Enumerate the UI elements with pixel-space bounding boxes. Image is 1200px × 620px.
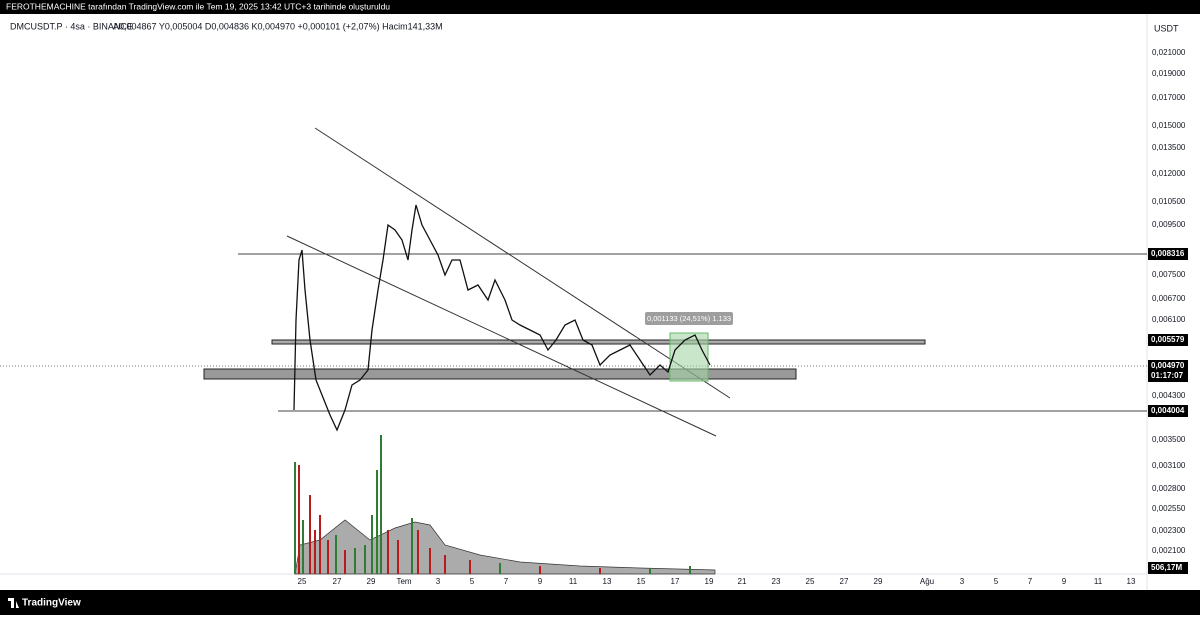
time-label: 7 <box>1028 577 1033 586</box>
volume-ma <box>294 519 716 575</box>
bottom-bar <box>0 590 1200 615</box>
price-tag: 506,17M <box>1151 563 1182 572</box>
time-label: 27 <box>333 577 342 586</box>
price-label: 0,002550 <box>1152 504 1186 513</box>
price-label: 0,019000 <box>1152 69 1186 78</box>
zone <box>271 339 926 345</box>
time-label: 13 <box>1127 577 1136 586</box>
time-label: 17 <box>671 577 680 586</box>
price-tag: 0,005579 <box>1151 335 1185 344</box>
measure-box <box>669 332 709 382</box>
footer-brand: TradingView <box>22 598 81 609</box>
zone <box>203 368 797 380</box>
time-label: 23 <box>772 577 781 586</box>
time-label: 9 <box>538 577 543 586</box>
price-tag-bg <box>1148 360 1188 372</box>
time-label: 13 <box>603 577 612 586</box>
logo <box>8 598 19 608</box>
time-label: 11 <box>569 577 578 586</box>
price-label: 0,002100 <box>1152 546 1186 555</box>
top-bar <box>0 0 1200 14</box>
price-label: 0,006700 <box>1152 294 1186 303</box>
time-label: Tem <box>396 577 411 586</box>
price-tag: 01:17:07 <box>1151 371 1184 380</box>
price-tag: 0,008316 <box>1151 249 1185 258</box>
price-label: 0,003100 <box>1152 461 1186 470</box>
price-label: 0,002800 <box>1152 484 1186 493</box>
price-label: 0,017000 <box>1152 93 1186 102</box>
time-label: 21 <box>738 577 747 586</box>
price-label: 0,012000 <box>1152 169 1186 178</box>
time-label: 29 <box>874 577 883 586</box>
time-label: 15 <box>637 577 646 586</box>
time-label: 25 <box>806 577 815 586</box>
price-tag-bg <box>1148 248 1188 260</box>
time-label: 5 <box>994 577 999 586</box>
trend-line <box>286 235 717 437</box>
price-label: 0,021000 <box>1152 48 1186 57</box>
currency: USDT <box>1154 23 1179 33</box>
time-label: 5 <box>470 577 475 586</box>
price-label: 0,003500 <box>1152 435 1186 444</box>
header-title: FEROTHEMACHINE tarafından TradingView.co… <box>6 1 390 11</box>
price-label: 0,006100 <box>1152 315 1186 324</box>
price-tag-bg <box>1148 370 1188 382</box>
price-label: 0,007500 <box>1152 270 1186 279</box>
price-label: 0,009500 <box>1152 220 1186 229</box>
price-label: 0,013500 <box>1152 143 1186 152</box>
price-path <box>293 204 711 432</box>
measure-label-bg <box>645 312 733 325</box>
price-tag-bg <box>1148 334 1188 346</box>
time-label: 3 <box>436 577 441 586</box>
legend-symbol: DMCUSDT.P · 4sa · BINANCE <box>10 21 133 31</box>
price-label: 0,010500 <box>1152 197 1186 206</box>
price-label: 0,002300 <box>1152 526 1186 535</box>
time-label: 25 <box>298 577 307 586</box>
time-label: 3 <box>960 577 965 586</box>
legend-ohlc: A0,004867 Y0,005004 D0,004836 K0,004970 … <box>113 21 443 31</box>
time-label: 7 <box>504 577 509 586</box>
time-label: 29 <box>367 577 376 586</box>
price-label: 0,015000 <box>1152 121 1186 130</box>
time-label: 19 <box>705 577 714 586</box>
volume-bars <box>294 435 691 574</box>
measure-label: 0,001133 (24,51%) 1.133 <box>647 314 731 323</box>
trend-line <box>314 127 731 399</box>
price-tag: 0,004004 <box>1151 406 1185 415</box>
price-tag-bg <box>1148 405 1188 417</box>
time-label: 11 <box>1094 577 1103 586</box>
time-label: 27 <box>840 577 849 586</box>
time-label: Ağu <box>920 577 934 586</box>
price-tag: 0,004970 <box>1151 361 1185 370</box>
price-tag-bg <box>1148 562 1188 574</box>
time-label: 9 <box>1062 577 1067 586</box>
price-label: 0,004300 <box>1152 391 1186 400</box>
